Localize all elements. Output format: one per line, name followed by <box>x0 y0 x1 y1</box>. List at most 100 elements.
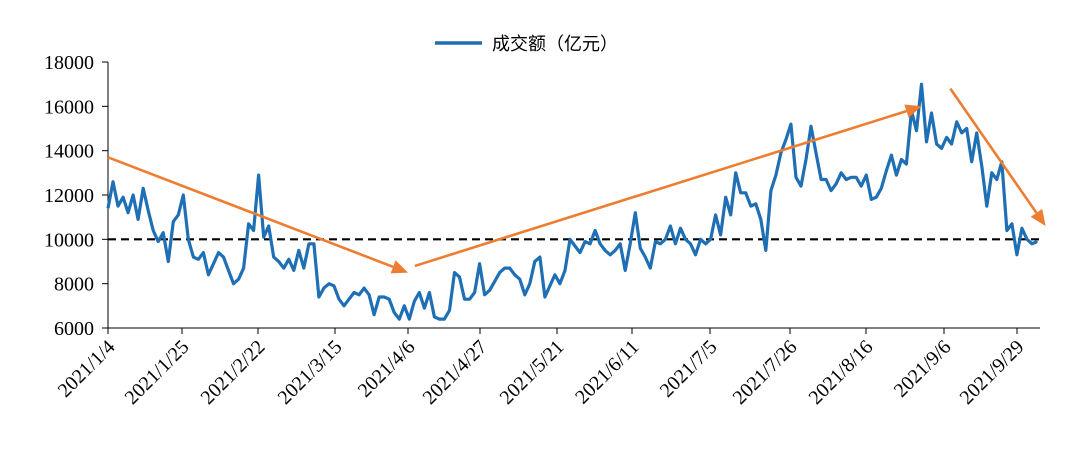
data-point <box>574 245 576 247</box>
trend-arrow-head <box>1030 208 1046 226</box>
data-point <box>187 238 190 241</box>
legend-label: 成交额（亿元） <box>492 34 618 55</box>
y-tick-label: 16000 <box>44 96 94 118</box>
data-point <box>589 242 591 245</box>
data-point <box>132 194 134 196</box>
trend-arrow-shaft <box>949 87 1038 214</box>
data-point <box>358 293 360 296</box>
data-point <box>785 138 787 141</box>
x-tick-label: 2021/7/26 <box>729 336 802 409</box>
data-point <box>112 180 114 183</box>
data-point <box>1031 242 1033 245</box>
data-point <box>780 152 782 154</box>
data-point <box>950 143 953 145</box>
data-point <box>609 254 611 256</box>
data-point <box>860 185 863 187</box>
data-point <box>619 242 622 245</box>
data-point <box>584 240 586 243</box>
x-tick-label: 2021/9/29 <box>956 336 1029 409</box>
data-point <box>704 242 707 245</box>
data-point <box>955 121 958 123</box>
x-tick-label: 2021/8/16 <box>805 336 878 409</box>
data-point <box>493 280 496 283</box>
data-point <box>850 176 852 179</box>
data-point <box>579 251 581 254</box>
data-point <box>137 218 139 221</box>
data-point <box>167 260 170 263</box>
data-point <box>790 123 792 125</box>
trend-arrow-shaft <box>414 109 907 268</box>
trend-arrow-head <box>390 260 408 274</box>
data-point <box>604 249 606 252</box>
data-point <box>684 238 687 241</box>
data-point <box>237 278 240 281</box>
data-point <box>800 185 802 187</box>
data-point <box>212 262 215 265</box>
data-point <box>227 269 230 272</box>
data-point <box>503 267 506 269</box>
data-point <box>855 176 858 179</box>
data-point <box>795 176 797 179</box>
data-point <box>513 274 516 276</box>
data-point <box>634 211 637 214</box>
data-point <box>222 256 225 258</box>
y-tick-label: 6000 <box>54 318 94 340</box>
data-point <box>383 296 385 298</box>
data-point <box>162 231 165 234</box>
x-tick-label: 2021/1/25 <box>121 336 194 409</box>
data-point <box>654 240 657 243</box>
data-point <box>483 293 486 296</box>
data-point <box>453 271 456 274</box>
data-point <box>614 249 616 252</box>
data-point <box>810 125 812 128</box>
data-point <box>945 136 948 139</box>
x-tick-label: 2021/1/4 <box>54 336 120 402</box>
data-point <box>1021 227 1023 230</box>
data-point <box>980 165 983 167</box>
data-point <box>413 300 416 303</box>
data-point <box>1016 254 1018 256</box>
x-tick-label: 2021/4/27 <box>419 336 492 409</box>
data-point <box>107 207 109 210</box>
data-point <box>323 287 325 289</box>
data-point <box>508 267 511 269</box>
data-point <box>308 242 310 245</box>
data-point <box>473 291 476 294</box>
y-tick-label: 14000 <box>44 141 94 163</box>
y-tick-label: 8000 <box>54 274 94 296</box>
x-tick-label: 2021/3/15 <box>274 336 347 409</box>
data-point <box>277 260 280 263</box>
data-point <box>172 220 175 223</box>
data-point <box>182 194 185 196</box>
data-point <box>147 209 149 212</box>
data-point <box>559 282 561 285</box>
data-point <box>488 289 491 292</box>
data-point <box>915 129 918 132</box>
data-point <box>719 234 722 236</box>
data-point <box>674 242 677 245</box>
data-point <box>744 191 747 194</box>
data-point <box>423 307 426 309</box>
data-point <box>518 278 521 281</box>
data-point <box>262 236 265 238</box>
data-point <box>775 174 777 176</box>
data-point <box>975 132 978 134</box>
trend-arrows <box>107 87 1046 274</box>
data-point <box>940 147 943 150</box>
data-point <box>624 269 627 272</box>
data-point <box>885 169 888 172</box>
data-point <box>313 242 315 245</box>
data-point <box>770 189 772 192</box>
data-point <box>1011 223 1013 225</box>
x-tick-label: 2021/6/11 <box>571 336 643 408</box>
data-point <box>353 291 355 294</box>
data-point <box>724 196 727 199</box>
data-point <box>428 291 431 294</box>
data-point <box>267 225 270 227</box>
data-point <box>830 189 832 192</box>
data-point <box>529 282 531 285</box>
data-point <box>363 287 365 289</box>
data-point <box>388 298 391 300</box>
data-point <box>714 214 717 216</box>
data-point <box>348 298 350 300</box>
